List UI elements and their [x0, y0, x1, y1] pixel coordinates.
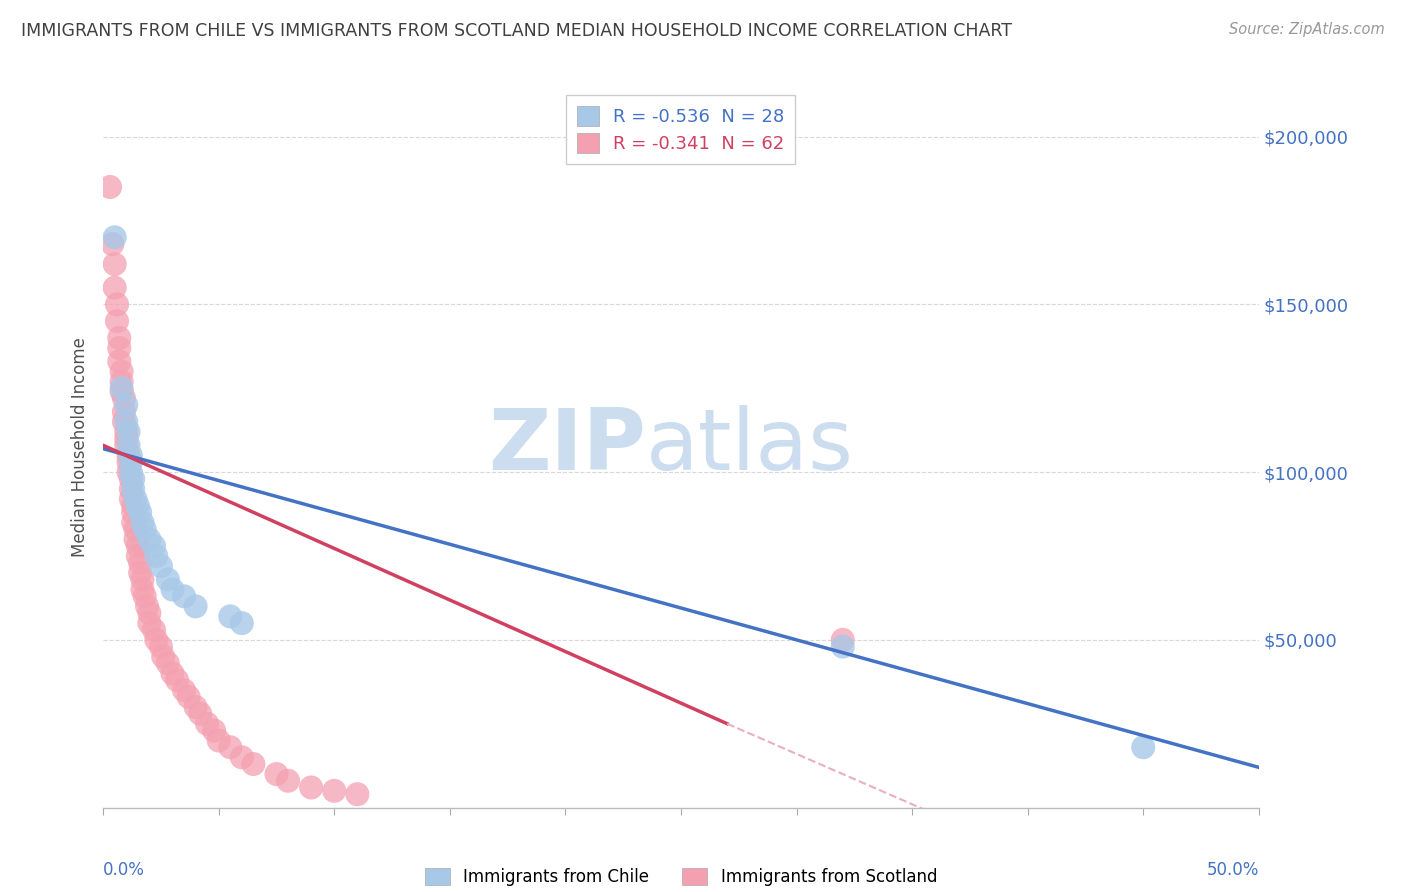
Point	[108, 354, 131, 368]
Point	[156, 657, 179, 671]
Point	[131, 573, 153, 587]
Point	[177, 690, 200, 704]
Point	[120, 449, 142, 463]
Point	[346, 787, 368, 801]
Legend: R = -0.536  N = 28, R = -0.341  N = 62: R = -0.536 N = 28, R = -0.341 N = 62	[567, 95, 796, 164]
Point	[131, 516, 153, 530]
Point	[266, 767, 288, 781]
Point	[162, 582, 184, 597]
Point	[138, 606, 160, 620]
Point	[242, 757, 264, 772]
Point	[1132, 740, 1154, 755]
Point	[166, 673, 188, 687]
Point	[188, 706, 211, 721]
Point	[117, 425, 139, 439]
Point	[111, 381, 134, 395]
Text: atlas: atlas	[647, 406, 855, 489]
Point	[115, 398, 138, 412]
Point	[184, 599, 207, 614]
Point	[115, 425, 138, 439]
Point	[104, 257, 127, 271]
Point	[117, 465, 139, 479]
Point	[134, 589, 156, 603]
Point	[122, 516, 145, 530]
Point	[127, 549, 149, 563]
Point	[122, 482, 145, 496]
Point	[127, 539, 149, 553]
Point	[195, 716, 218, 731]
Point	[104, 230, 127, 244]
Point	[173, 589, 195, 603]
Point	[219, 740, 242, 755]
Point	[129, 556, 152, 570]
Point	[111, 384, 134, 399]
Point	[219, 609, 242, 624]
Point	[124, 522, 146, 536]
Y-axis label: Median Household Income: Median Household Income	[72, 337, 89, 557]
Point	[277, 773, 299, 788]
Point	[101, 237, 124, 252]
Point	[208, 733, 231, 747]
Point	[138, 616, 160, 631]
Point	[112, 405, 135, 419]
Text: Source: ZipAtlas.com: Source: ZipAtlas.com	[1229, 22, 1385, 37]
Point	[98, 180, 121, 194]
Text: 50.0%: 50.0%	[1206, 861, 1258, 879]
Point	[323, 784, 346, 798]
Point	[120, 465, 142, 479]
Point	[108, 341, 131, 355]
Point	[231, 750, 253, 764]
Point	[104, 280, 127, 294]
Point	[117, 438, 139, 452]
Point	[831, 632, 853, 647]
Point	[138, 533, 160, 547]
Point	[136, 599, 159, 614]
Text: 0.0%: 0.0%	[103, 861, 145, 879]
Point	[152, 649, 174, 664]
Point	[131, 582, 153, 597]
Point	[129, 566, 152, 580]
Point	[112, 415, 135, 429]
Point	[122, 505, 145, 519]
Point	[108, 331, 131, 345]
Point	[122, 499, 145, 513]
Point	[202, 723, 225, 738]
Point	[115, 415, 138, 429]
Point	[173, 683, 195, 698]
Point	[122, 472, 145, 486]
Point	[105, 314, 128, 328]
Point	[149, 640, 172, 654]
Point	[134, 522, 156, 536]
Point	[120, 472, 142, 486]
Point	[112, 392, 135, 406]
Point	[129, 505, 152, 519]
Point	[115, 432, 138, 446]
Point	[143, 623, 166, 637]
Point	[124, 533, 146, 547]
Point	[124, 491, 146, 506]
Point	[156, 573, 179, 587]
Point	[111, 364, 134, 378]
Point	[120, 482, 142, 496]
Point	[111, 375, 134, 389]
Point	[149, 559, 172, 574]
Point	[105, 297, 128, 311]
Text: ZIP: ZIP	[488, 406, 647, 489]
Point	[831, 640, 853, 654]
Point	[299, 780, 322, 795]
Point	[145, 549, 167, 563]
Point	[162, 666, 184, 681]
Point	[120, 455, 142, 469]
Point	[117, 449, 139, 463]
Point	[145, 632, 167, 647]
Point	[115, 438, 138, 452]
Point	[120, 491, 142, 506]
Point	[184, 700, 207, 714]
Point	[143, 539, 166, 553]
Point	[231, 616, 253, 631]
Point	[127, 499, 149, 513]
Point	[117, 455, 139, 469]
Text: IMMIGRANTS FROM CHILE VS IMMIGRANTS FROM SCOTLAND MEDIAN HOUSEHOLD INCOME CORREL: IMMIGRANTS FROM CHILE VS IMMIGRANTS FROM…	[21, 22, 1012, 40]
